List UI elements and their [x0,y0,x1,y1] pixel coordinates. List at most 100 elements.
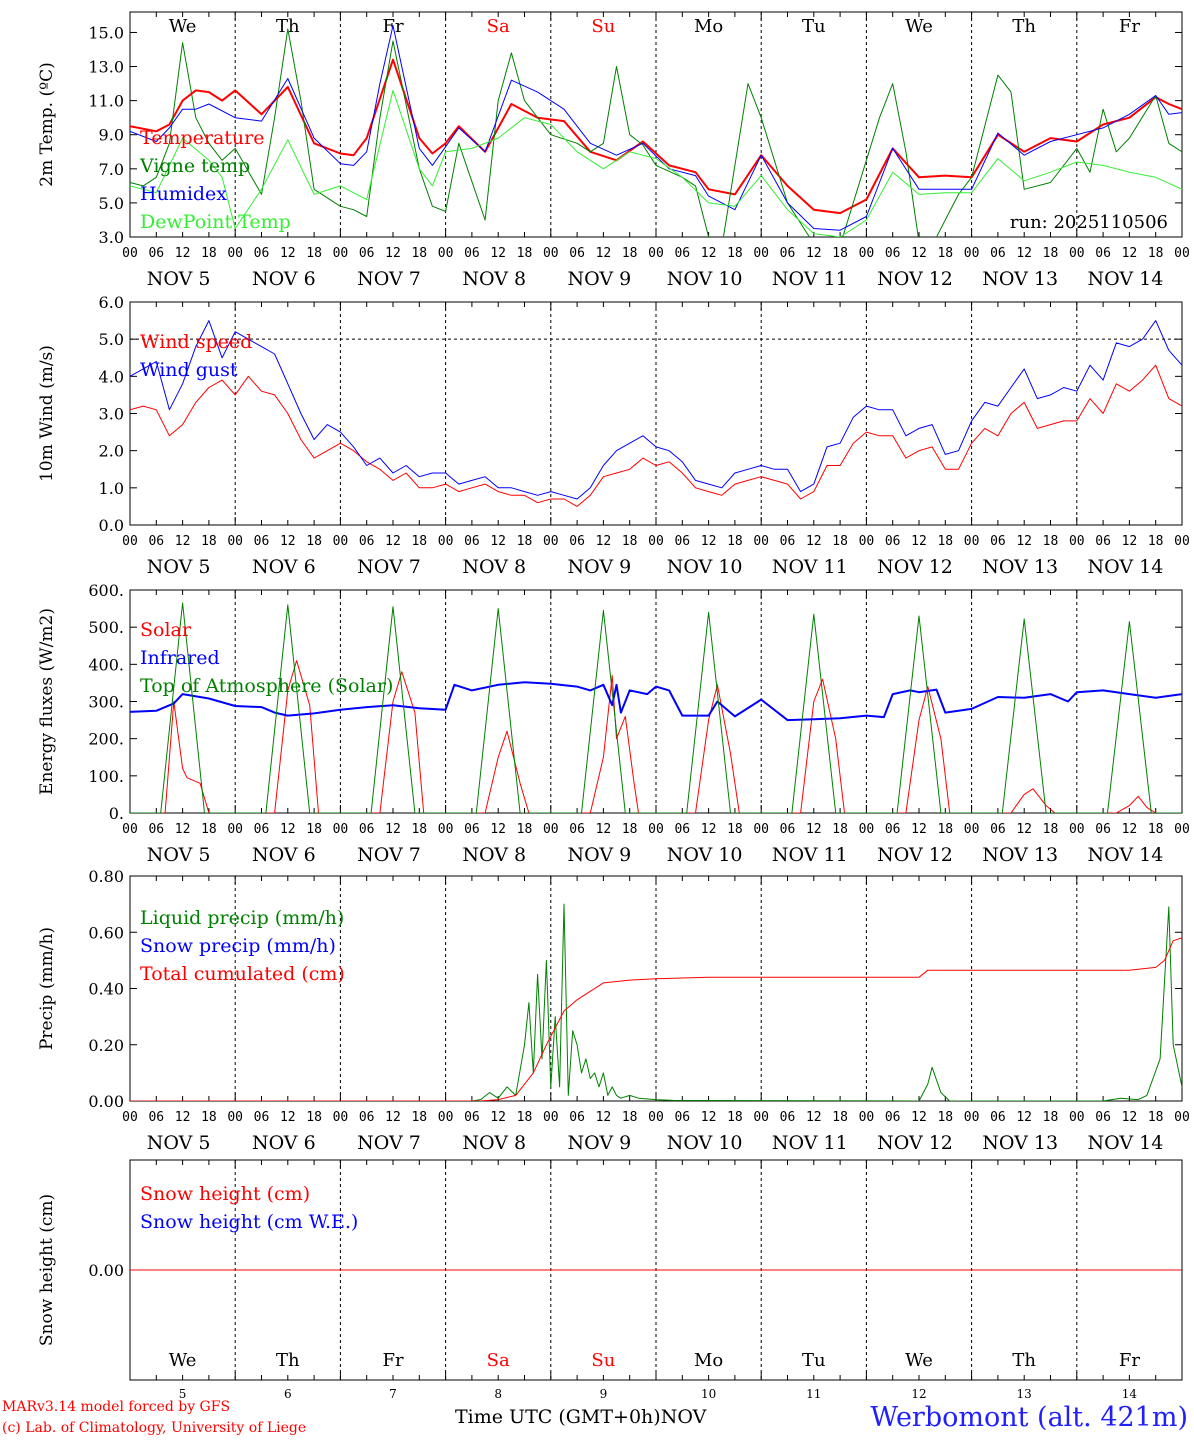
hour-tick-label: 00 [1069,534,1085,549]
legend-entry: Top of Atmosphere (Solar) [140,675,393,697]
hour-tick-label: 06 [885,1110,901,1125]
y-tick-label: 0.00 [88,1092,124,1111]
hour-tick-label: 06 [464,534,480,549]
legend-entry: Vigne temp [139,155,250,177]
hour-tick-label: 06 [674,822,690,837]
hour-tick-label: 12 [911,534,927,549]
hour-tick-label: 12 [280,822,296,837]
hour-tick-label: 18 [201,1110,217,1125]
hour-tick-label: 18 [517,822,533,837]
hour-tick-label: 00 [859,246,875,261]
day-number-label: 8 [494,1387,502,1401]
day-label: NOV 10 [667,844,743,866]
hour-tick-label: 06 [464,1110,480,1125]
hour-tick-label: 18 [937,1110,953,1125]
hour-tick-label: 00 [648,1110,664,1125]
hour-tick-label: 00 [543,1110,559,1125]
weekday-label: Su [591,16,615,37]
weekday-label: Th [1012,16,1036,37]
hour-tick-label: 00 [543,246,559,261]
weekday-label: Sa [487,1350,510,1371]
day-label: NOV 14 [1087,844,1163,866]
hour-tick-label: 00 [753,1110,769,1125]
hour-tick-label: 00 [438,822,454,837]
hour-tick-label: 12 [175,534,191,549]
y-tick-label: 3.0 [99,405,124,424]
credit-lab: (c) Lab. of Climatology, University of L… [2,1420,307,1436]
day-label: NOV 8 [462,556,526,578]
day-label: NOV 13 [982,268,1058,290]
day-number-label: 14 [1122,1387,1138,1401]
y-tick-label: 15.0 [88,23,124,42]
hour-tick-label: 06 [674,246,690,261]
hour-tick-label: 00 [753,534,769,549]
day-number-label: 9 [600,1387,608,1401]
hour-tick-label: 12 [385,822,401,837]
hour-tick-label: 00 [1069,246,1085,261]
series-line-temperature [130,58,1182,215]
hour-tick-label: 18 [1043,246,1059,261]
hour-tick-label: 12 [490,822,506,837]
series-line-wind-gust [130,320,1182,500]
hour-tick-label: 00 [964,1110,980,1125]
weekday-label: We [169,1350,197,1371]
day-label: NOV 9 [568,556,632,578]
series-line-dewpoint-temp [130,89,1182,237]
hour-tick-label: 00 [859,534,875,549]
y-tick-label: 5.0 [99,194,124,213]
hour-tick-label: 18 [622,822,638,837]
hour-tick-label: 18 [306,1110,322,1125]
day-label: NOV 10 [667,268,743,290]
hour-tick-label: 18 [411,1110,427,1125]
hour-tick-label: 00 [333,822,349,837]
hour-tick-label: 18 [832,822,848,837]
x-axis-title-text: Time UTC (GMT+0h) [455,1406,661,1428]
hour-tick-label: 12 [806,822,822,837]
hour-tick-label: 12 [596,1110,612,1125]
hour-tick-label: 18 [832,246,848,261]
hour-tick-label: 12 [280,246,296,261]
hour-tick-label: 12 [385,1110,401,1125]
hour-tick-label: 12 [490,1110,506,1125]
hour-tick-label: 06 [464,822,480,837]
hour-tick-label: 12 [911,1110,927,1125]
hour-tick-label: 12 [596,822,612,837]
legend-entry: Snow height (cm W.E.) [140,1211,358,1233]
hour-tick-label: 06 [990,822,1006,837]
day-label: NOV 11 [772,268,848,290]
y-axis-label: Energy fluxes (W/m2) [37,608,57,795]
day-label: NOV 8 [462,1132,526,1154]
hour-tick-label: 00 [648,534,664,549]
hour-tick-label: 06 [990,534,1006,549]
day-label: NOV 12 [877,556,953,578]
y-axis-label: Precip (mm/h) [37,927,57,1050]
hour-tick-label: 06 [569,1110,585,1125]
y-tick-label: 13.0 [88,58,124,77]
day-label: NOV 10 [667,1132,743,1154]
hour-tick-label: 18 [306,246,322,261]
hour-tick-label: 18 [1043,822,1059,837]
hour-tick-label: 06 [1095,1110,1111,1125]
series-line-total-cumulated-cm- [130,937,1182,1101]
day-label: NOV 6 [252,556,316,578]
hour-tick-label: 12 [385,246,401,261]
y-tick-label: 2.0 [99,442,124,461]
series-line-humidex [130,25,1182,231]
hour-tick-label: 00 [227,246,243,261]
hour-tick-label: 00 [1174,822,1190,837]
hour-tick-label: 00 [438,1110,454,1125]
y-tick-label: 0.60 [88,923,124,942]
hour-tick-label: 12 [701,1110,717,1125]
hour-tick-label: 18 [1043,1110,1059,1125]
hour-tick-label: 00 [122,534,138,549]
series-line-liquid-precip-mm-h- [130,903,1182,1101]
y-tick-label: 7.0 [99,160,124,179]
weekday-label: Fr [382,1350,403,1371]
hour-tick-label: 12 [596,246,612,261]
day-label: NOV 12 [877,844,953,866]
day-label: NOV 6 [252,844,316,866]
y-tick-label: 0. [109,804,124,823]
y-tick-label: 0.00 [88,1261,124,1280]
hour-tick-label: 00 [543,534,559,549]
